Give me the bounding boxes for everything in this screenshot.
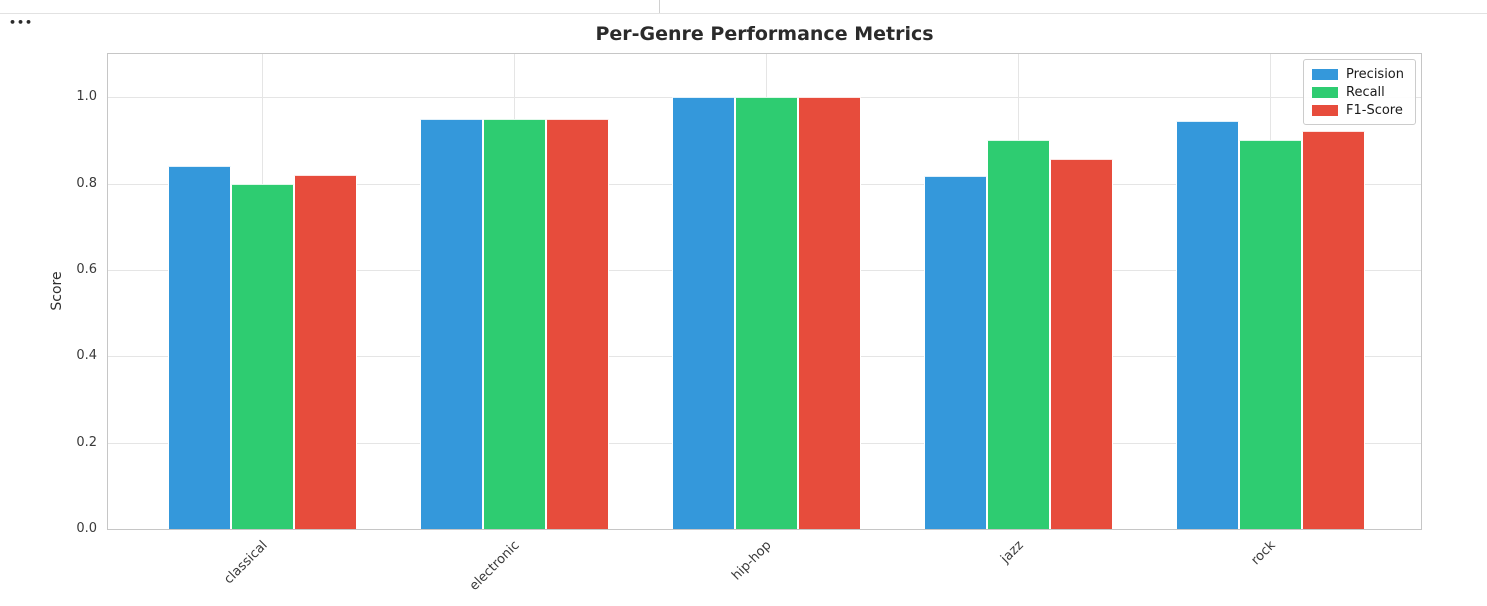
legend-swatch-icon [1312,86,1338,98]
bar-f1-score-hip-hop [797,97,861,529]
bar-recall-hip-hop [734,97,798,529]
x-tick-label: rock [1248,538,1279,569]
bar-precision-classical [167,166,231,529]
legend-item: Recall [1312,83,1407,101]
y-tick-label: 0.0 [76,521,97,536]
bar-recall-jazz [986,140,1050,529]
legend-swatch-icon [1312,68,1338,80]
legend-swatch-icon [1312,104,1338,116]
bar-f1-score-classical [293,174,357,529]
bar-precision-jazz [923,175,987,529]
y-tick-label: 0.8 [76,175,97,191]
x-tick-label: jazz [998,538,1027,567]
legend: Precision Recall F1-Score [1303,59,1416,125]
legend-label: F1-Score [1346,102,1403,118]
top-chrome-bar [0,0,1487,14]
bar-f1-score-rock [1301,130,1365,529]
y-tick-label: 0.6 [76,261,97,277]
bar-precision-rock [1175,120,1239,529]
ellipsis-menu-icon[interactable]: ••• [9,16,34,29]
bar-precision-electronic [419,118,483,529]
plot-area [107,53,1422,530]
y-tick-label: 1.0 [76,89,97,105]
bar-precision-hip-hop [671,97,735,529]
x-tick-label: electronic [466,538,523,594]
x-tick-label: classical [221,538,271,588]
chart-title: Per-Genre Performance Metrics [595,23,934,45]
legend-label: Recall [1346,84,1385,100]
bar-f1-score-jazz [1049,158,1113,529]
y-tick-label: 0.4 [76,348,97,364]
legend-item: Precision [1312,65,1407,83]
bar-recall-rock [1238,140,1302,529]
bar-f1-score-electronic [545,118,609,529]
pane-divider [659,0,660,13]
legend-label: Precision [1346,66,1405,82]
legend-item: F1-Score [1312,101,1407,119]
bar-recall-classical [230,183,294,529]
y-tick-label: 0.2 [76,434,97,450]
x-tick-label: hip-hop [729,538,775,584]
bar-recall-electronic [482,118,546,529]
